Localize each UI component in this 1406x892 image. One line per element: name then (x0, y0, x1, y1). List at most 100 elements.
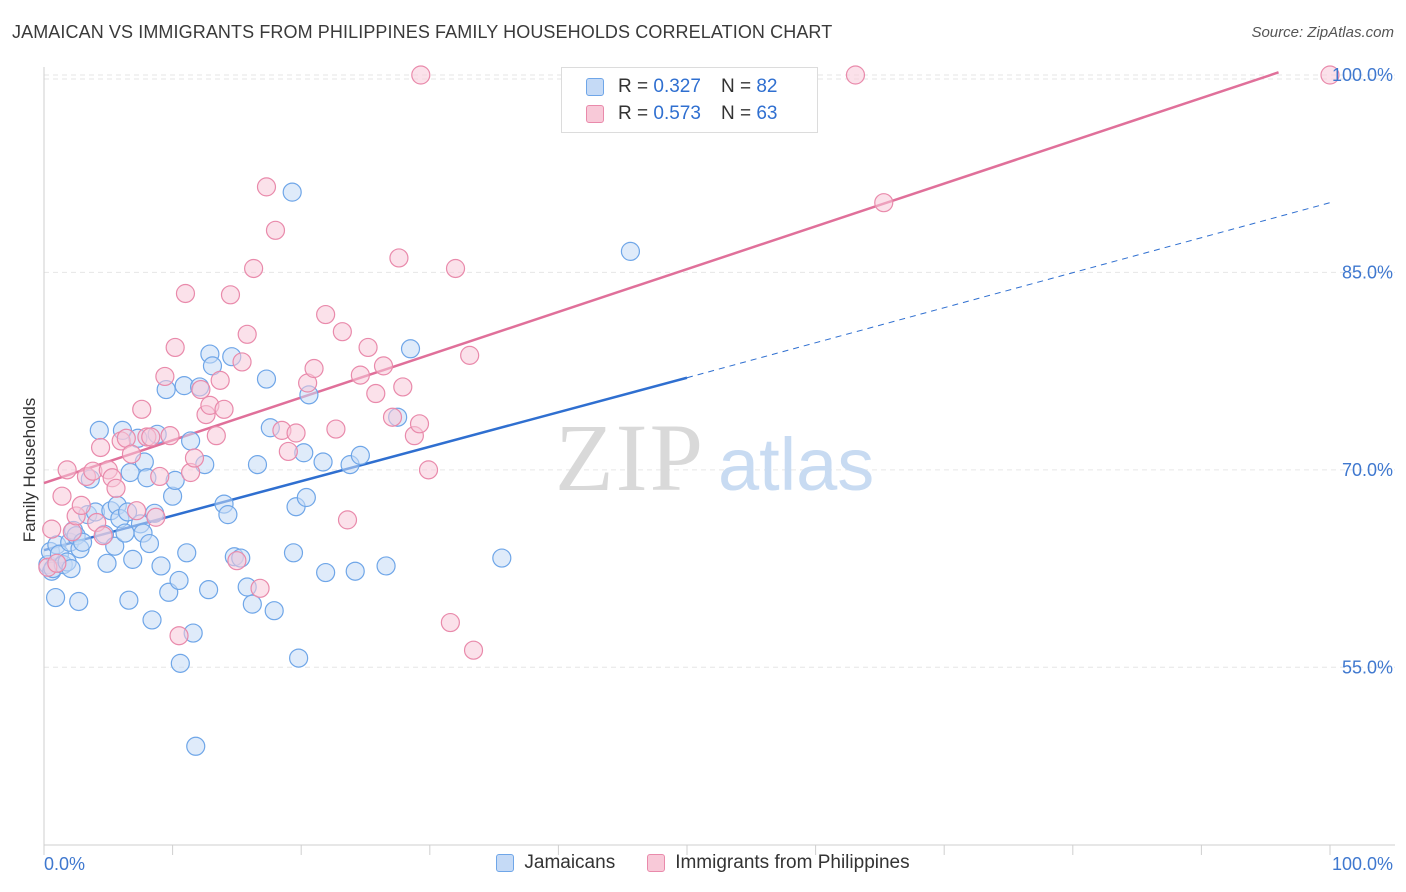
data-point (186, 736, 206, 756)
source-label: Source: ZipAtlas.com (1251, 24, 1394, 41)
legend-item-philippines: Immigrants from Philippines (647, 852, 910, 874)
data-point (316, 304, 336, 325)
data-point (89, 420, 109, 440)
data-point (492, 548, 512, 568)
legend-n-label: N = (720, 76, 752, 97)
data-point (296, 487, 316, 508)
data-point (350, 365, 370, 385)
data-point (366, 383, 386, 404)
data-point (165, 337, 185, 358)
data-point (169, 570, 189, 591)
y-tick-label: 70.0% (1342, 460, 1393, 480)
data-point (97, 553, 117, 573)
legend-r-value: 0.327 (653, 76, 701, 97)
axes (43, 67, 1395, 855)
data-point (463, 640, 484, 660)
data-point (382, 407, 403, 427)
data-point (69, 591, 89, 612)
data-point (264, 601, 284, 621)
data-point (132, 399, 152, 419)
data-point (155, 366, 175, 387)
data-point (282, 182, 302, 202)
data-point (256, 177, 277, 197)
series-philippines (38, 65, 1340, 660)
legend-n-value: 63 (756, 103, 778, 124)
tick-labels: 55.0% 70.0% 85.0% 100.0% 0.0% 100.0% (44, 65, 1393, 874)
data-point (106, 478, 126, 498)
data-point (170, 653, 190, 673)
data-point (440, 612, 460, 633)
data-point (184, 448, 205, 468)
data-point (214, 399, 234, 419)
data-point (326, 419, 346, 439)
data-point (389, 248, 409, 268)
data-point (332, 322, 352, 342)
data-point (247, 455, 268, 475)
data-point (47, 553, 67, 573)
legend-r-value: 0.573 (653, 103, 701, 124)
data-point (210, 370, 230, 390)
y-tick-label: 85.0% (1342, 262, 1393, 282)
x-tick-label: 0.0% (44, 854, 85, 874)
data-point (141, 427, 161, 447)
data-point (232, 352, 252, 372)
data-point (175, 283, 196, 304)
data-point (358, 337, 378, 358)
data-point (146, 507, 166, 527)
data-point (191, 379, 211, 400)
watermark-zip: ZIP (555, 404, 705, 511)
data-point (244, 258, 264, 279)
data-point (237, 324, 257, 344)
legend-n-value: 82 (756, 76, 778, 97)
series-jamaicans (38, 182, 641, 756)
data-point (45, 587, 66, 608)
data-point (409, 414, 430, 434)
data-point (227, 551, 247, 571)
data-point (90, 437, 111, 458)
data-point (163, 486, 183, 506)
data-point (71, 495, 91, 516)
data-point (411, 65, 431, 85)
data-point (250, 578, 270, 598)
data-point (620, 241, 641, 261)
series-legend: Jamaicans Immigrants from Philippines (0, 852, 1406, 874)
data-point (199, 580, 219, 600)
data-point (181, 431, 201, 451)
legend-swatch-jamaicans (496, 854, 515, 872)
data-point (845, 65, 866, 85)
data-point (1320, 65, 1340, 85)
data-point (160, 426, 180, 446)
trend-line-extension (686, 202, 1331, 379)
data-point (177, 543, 197, 563)
y-tick-label: 100.0% (1332, 65, 1393, 85)
data-point (316, 562, 336, 583)
data-point (119, 590, 139, 610)
y-axis-label: Family Households (20, 397, 39, 543)
data-point (150, 466, 170, 487)
legend-n-label: N = (720, 103, 752, 124)
watermark: ZIP atlas (555, 404, 874, 511)
data-point (376, 556, 396, 576)
legend-swatch-philippines (586, 105, 604, 123)
y-tick-label: 55.0% (1342, 657, 1393, 677)
data-point (283, 543, 304, 563)
data-point (350, 445, 370, 465)
x-tick-label: 100.0% (1332, 854, 1393, 874)
data-point (218, 505, 238, 525)
data-point (874, 193, 894, 213)
data-point (220, 285, 241, 305)
data-point (286, 423, 306, 443)
data-point (313, 452, 333, 472)
data-point (242, 594, 262, 614)
data-point (139, 533, 160, 554)
data-point (418, 460, 439, 480)
legend-label-jamaicans: Jamaicans (524, 852, 616, 873)
legend-row-philippines: R = 0.573 N = 63 (586, 102, 777, 126)
trend-line-philippines (43, 71, 1279, 485)
data-point (93, 526, 113, 546)
data-point (393, 377, 413, 397)
legend-r-label: R = (618, 76, 649, 97)
legend-row-jamaicans: R = 0.327 N = 82 (586, 75, 777, 99)
data-point (278, 441, 298, 462)
